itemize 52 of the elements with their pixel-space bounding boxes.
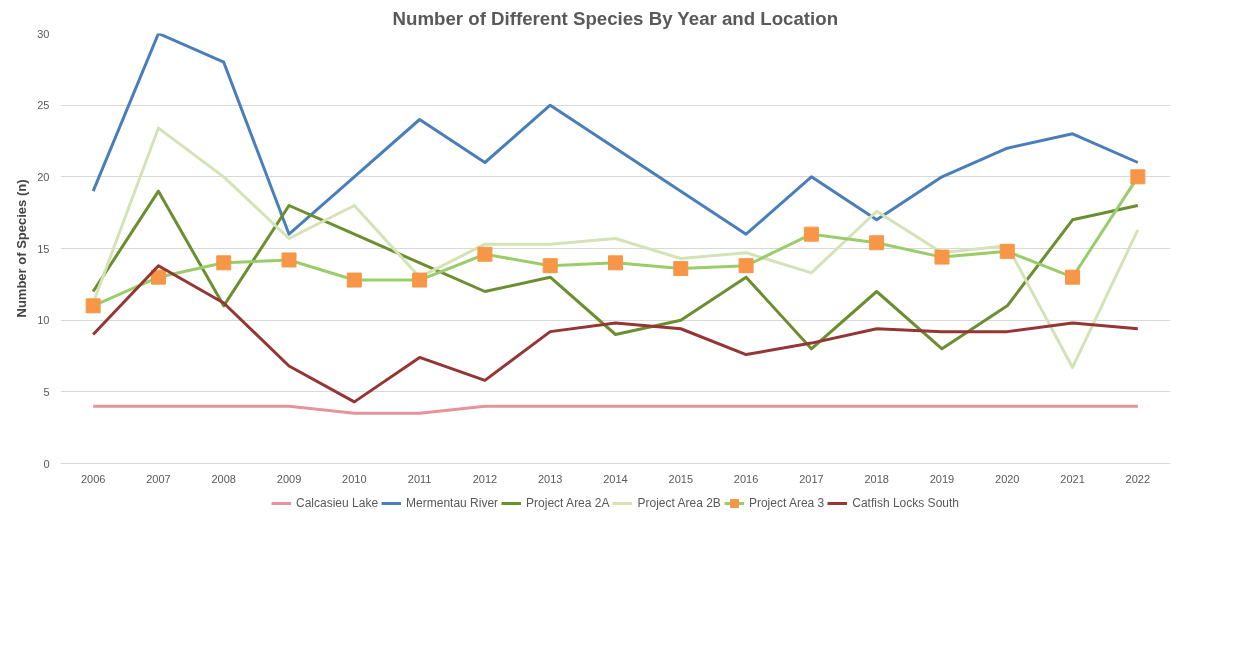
point <box>999 243 1015 259</box>
legend-label: Mermentau River <box>406 496 499 510</box>
y-axis-title: Number of Species (n) <box>14 179 30 318</box>
line-series <box>91 33 1140 236</box>
legend-label: Project Area 2B <box>637 496 721 510</box>
y-tick-label: 30 <box>37 27 50 40</box>
point <box>803 226 819 242</box>
point <box>85 298 101 314</box>
x-tick-label: 2012 <box>472 472 498 485</box>
point <box>542 258 558 274</box>
y-tick-label: 5 <box>43 385 50 398</box>
line-series <box>91 264 1140 404</box>
point <box>281 252 297 268</box>
x-tick-label: 2007 <box>146 472 171 485</box>
chart-title: Number of Different Species By Year and Location <box>392 7 839 29</box>
x-tick-label: 2010 <box>342 472 367 485</box>
line-series <box>91 189 1140 351</box>
x-tick-label: 2016 <box>733 472 759 485</box>
legend-label: Project Area 3 <box>748 496 825 510</box>
x-tick-label: 2017 <box>799 472 824 485</box>
x-tick-label: 2008 <box>211 472 236 485</box>
point <box>738 258 754 274</box>
point <box>1130 169 1146 185</box>
x-tick-label: 2015 <box>668 472 694 485</box>
x-tick-label: 2020 <box>995 472 1020 485</box>
point <box>869 235 885 251</box>
point <box>608 255 623 271</box>
point <box>673 261 689 277</box>
point <box>346 272 362 288</box>
point <box>216 255 232 271</box>
x-tick-label: 2006 <box>80 472 106 485</box>
point <box>1065 269 1081 285</box>
y-tick-label: 0 <box>43 457 50 470</box>
legend-label: Catfish Locks South <box>852 496 959 510</box>
x-tick-label: 2009 <box>276 472 302 485</box>
point <box>934 249 950 265</box>
point <box>412 272 428 288</box>
legend-label: Calcasieu Lake <box>296 496 379 510</box>
point <box>477 246 493 262</box>
y-tick-label: 20 <box>37 170 50 183</box>
x-tick-label: 2018 <box>864 472 889 485</box>
y-tick-label: 15 <box>37 242 50 255</box>
y-tick-label: 10 <box>37 314 50 327</box>
point <box>150 269 166 285</box>
x-tick-label: 2021 <box>1060 472 1085 485</box>
legend-label: Project Area 2A <box>526 496 610 510</box>
x-tick-label: 2022 <box>1125 472 1151 485</box>
x-tick-label: 2011 <box>407 472 432 485</box>
x-tick-label: 2014 <box>603 472 628 485</box>
x-tick-label: 2013 <box>537 472 563 485</box>
y-tick-label: 25 <box>37 99 50 112</box>
x-tick-label: 2019 <box>929 472 955 485</box>
